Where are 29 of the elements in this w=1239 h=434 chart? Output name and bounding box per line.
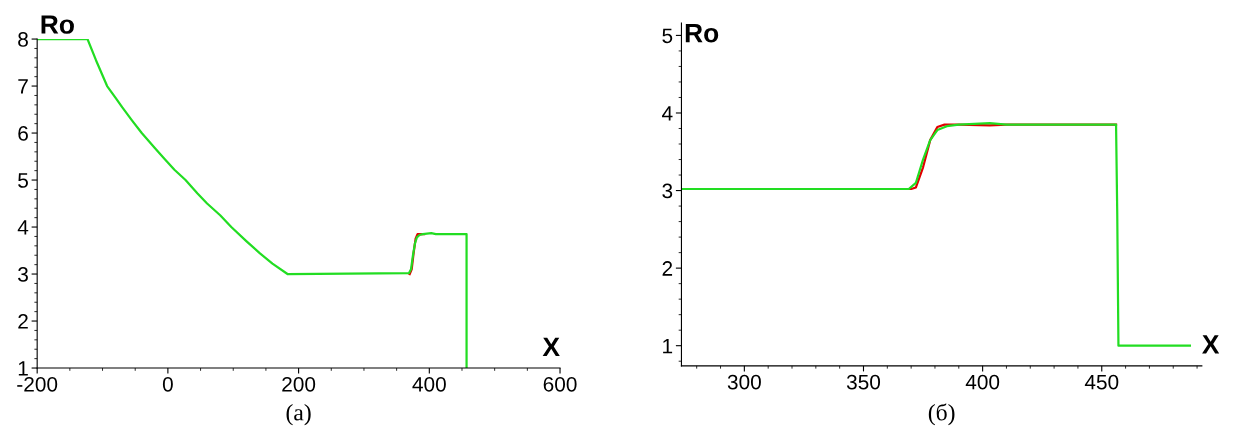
y-tick-label: 8 <box>18 32 28 47</box>
y-tick-label: 5 <box>662 28 673 44</box>
x-tick-label: 300 <box>727 374 761 390</box>
line-series <box>681 121 1192 347</box>
text: (a) <box>286 403 311 426</box>
x-tick-label: 350 <box>846 374 881 390</box>
x-tick-label: 400 <box>965 374 1000 390</box>
y-axis-title: Ro <box>685 23 719 43</box>
x-tick-label: 450 <box>1084 374 1119 390</box>
text: (б) <box>928 403 955 426</box>
y-tick-label: 2 <box>662 261 673 276</box>
y-tick-label: 5 <box>18 173 28 188</box>
x-axis-title: X <box>542 337 560 356</box>
x-tick-label: 200 <box>282 376 316 392</box>
y-tick-label: 1 <box>663 338 673 354</box>
y-tick-label: 6 <box>18 126 28 141</box>
x-tick-label: -200 <box>17 376 58 392</box>
y-axis-title: Ro <box>41 15 74 34</box>
y-tick-label: 3 <box>18 267 28 282</box>
y-tick-label: 1 <box>18 361 28 376</box>
y-tick-label: 4 <box>662 106 673 121</box>
x-tick-label: 600 <box>543 376 577 392</box>
y-tick-label: 2 <box>18 314 28 329</box>
y-tick-label: 4 <box>17 220 29 235</box>
y-tick-label: 3 <box>662 183 673 199</box>
y-tick-label: 7 <box>18 79 28 94</box>
x-tick-label: 400 <box>412 376 446 392</box>
x-axis-title: X <box>1202 335 1220 354</box>
x-tick-label: 0 <box>162 376 173 392</box>
